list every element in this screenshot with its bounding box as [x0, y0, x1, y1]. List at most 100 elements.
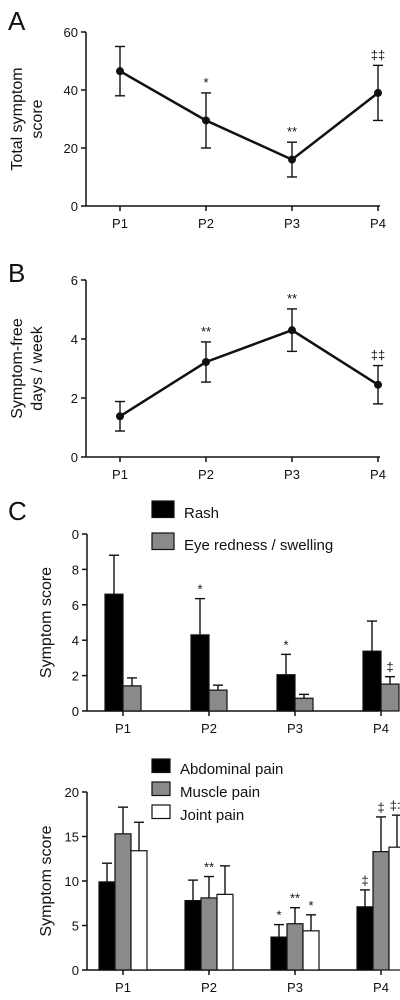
x-tick-label: P4 [370, 216, 386, 231]
bar [302, 930, 320, 971]
bar [388, 846, 400, 971]
y-tick-label: 0 [71, 199, 78, 214]
significance-mark: ** [290, 891, 300, 906]
bar [130, 850, 148, 971]
legend-label: Abdominal pain [180, 761, 283, 778]
y-tick-label: 60 [64, 25, 78, 40]
significance-mark: * [276, 908, 281, 923]
bar [380, 683, 400, 712]
bar [294, 697, 314, 712]
panel-letter-c: C [8, 496, 27, 526]
x-tick-label: P4 [373, 980, 389, 995]
significance-mark: ‡ [361, 873, 368, 888]
legend-label: Joint pain [180, 807, 244, 824]
significance-mark: ** [204, 860, 214, 875]
panel-letter-b: B [8, 258, 25, 288]
y-tick-label: 4 [72, 633, 79, 648]
legend-label: Eye redness / swelling [184, 537, 333, 554]
x-tick-label: P4 [373, 721, 389, 736]
bar [356, 906, 374, 971]
bar [122, 685, 142, 712]
y-tick-label: 6 [72, 598, 79, 613]
data-point [116, 67, 124, 76]
y-tick-label: 0 [72, 704, 79, 719]
x-tick-label: P3 [284, 216, 300, 231]
significance-mark: * [283, 637, 288, 652]
significance-mark: ‡‡ [390, 798, 400, 813]
y-tick-label: 6 [71, 273, 78, 288]
y-tick-label: 15 [65, 830, 79, 845]
significance-mark: ** [201, 324, 211, 339]
y-axis-title-line: score [29, 99, 46, 138]
y-tick-label: 2 [72, 669, 79, 684]
data-point [288, 326, 296, 335]
y-tick-label: 8 [72, 562, 79, 577]
bar [190, 634, 210, 712]
y-axis-title-line: Symptom score [38, 567, 55, 678]
data-point [202, 358, 210, 367]
series-line [119, 328, 379, 418]
data-point [374, 88, 382, 97]
bar [200, 897, 218, 971]
x-tick-label: P1 [112, 216, 128, 231]
x-tick-label: P4 [370, 467, 386, 482]
bar [286, 923, 304, 971]
y-tick-label: 10 [65, 874, 79, 889]
y-tick-label: 20 [65, 785, 79, 800]
data-point [116, 412, 124, 421]
legend-swatch [151, 500, 175, 519]
y-axis-title: Symptom-free days / week [9, 318, 46, 419]
x-tick-label: P3 [287, 980, 303, 995]
bar [372, 851, 390, 971]
significance-mark: ‡‡ [371, 47, 385, 62]
x-tick-label: P1 [112, 467, 128, 482]
significance-mark: * [308, 898, 313, 913]
y-axis-title-line: Symptom-free [9, 318, 26, 419]
data-point [202, 116, 210, 125]
legend-label: Rash [184, 505, 219, 522]
data-point [374, 380, 382, 389]
x-tick-label: P3 [284, 467, 300, 482]
x-tick-label: P1 [115, 721, 131, 736]
bar [216, 893, 234, 971]
x-tick-label: P1 [115, 980, 131, 995]
chart-b: 0 2 4 6 P1 P2 P3 P4 Symptom-free days / week ** ** ‡… [9, 273, 386, 482]
y-tick-label: 20 [64, 141, 78, 156]
bar [362, 650, 382, 712]
x-tick-label: P3 [287, 721, 303, 736]
y-axis-title-line: days / week [29, 325, 46, 410]
significance-mark: * [197, 582, 202, 597]
significance-mark: ‡ [386, 660, 393, 675]
significance-mark: ‡ [377, 800, 384, 815]
bar [104, 593, 124, 712]
y-axis-title: Symptom score [38, 825, 55, 936]
y-axis-title: Total symptom score [9, 67, 46, 170]
bar [98, 881, 116, 971]
legend-swatch [151, 804, 171, 820]
y-tick-label: 2 [71, 391, 78, 406]
x-tick-label: P2 [198, 467, 214, 482]
x-tick-label: P2 [201, 721, 217, 736]
y-tick-label: 40 [64, 83, 78, 98]
y-axis-title-line: Symptom score [38, 825, 55, 936]
legend-swatch [151, 758, 171, 774]
chart-c-top: 0 2 4 6 8 0 P1 P2 P3 P4 Symptom score * * Rash ‡ Eye re… [38, 500, 400, 736]
bar [270, 936, 288, 971]
significance-mark: ‡‡ [371, 348, 385, 363]
significance-mark: ** [287, 124, 297, 139]
bar [184, 899, 202, 971]
data-point [288, 155, 296, 164]
significance-mark: * [203, 75, 208, 90]
legend-swatch [151, 781, 171, 797]
y-tick-label: 4 [71, 332, 78, 347]
x-tick-label: P2 [198, 216, 214, 231]
bar [208, 689, 228, 712]
y-tick-label: 5 [72, 919, 79, 934]
legend-label: Muscle pain [180, 784, 260, 801]
significance-mark: ** [287, 291, 297, 306]
y-tick-label: 0 [71, 450, 78, 465]
series-line [119, 70, 379, 162]
legend-swatch [151, 532, 175, 551]
